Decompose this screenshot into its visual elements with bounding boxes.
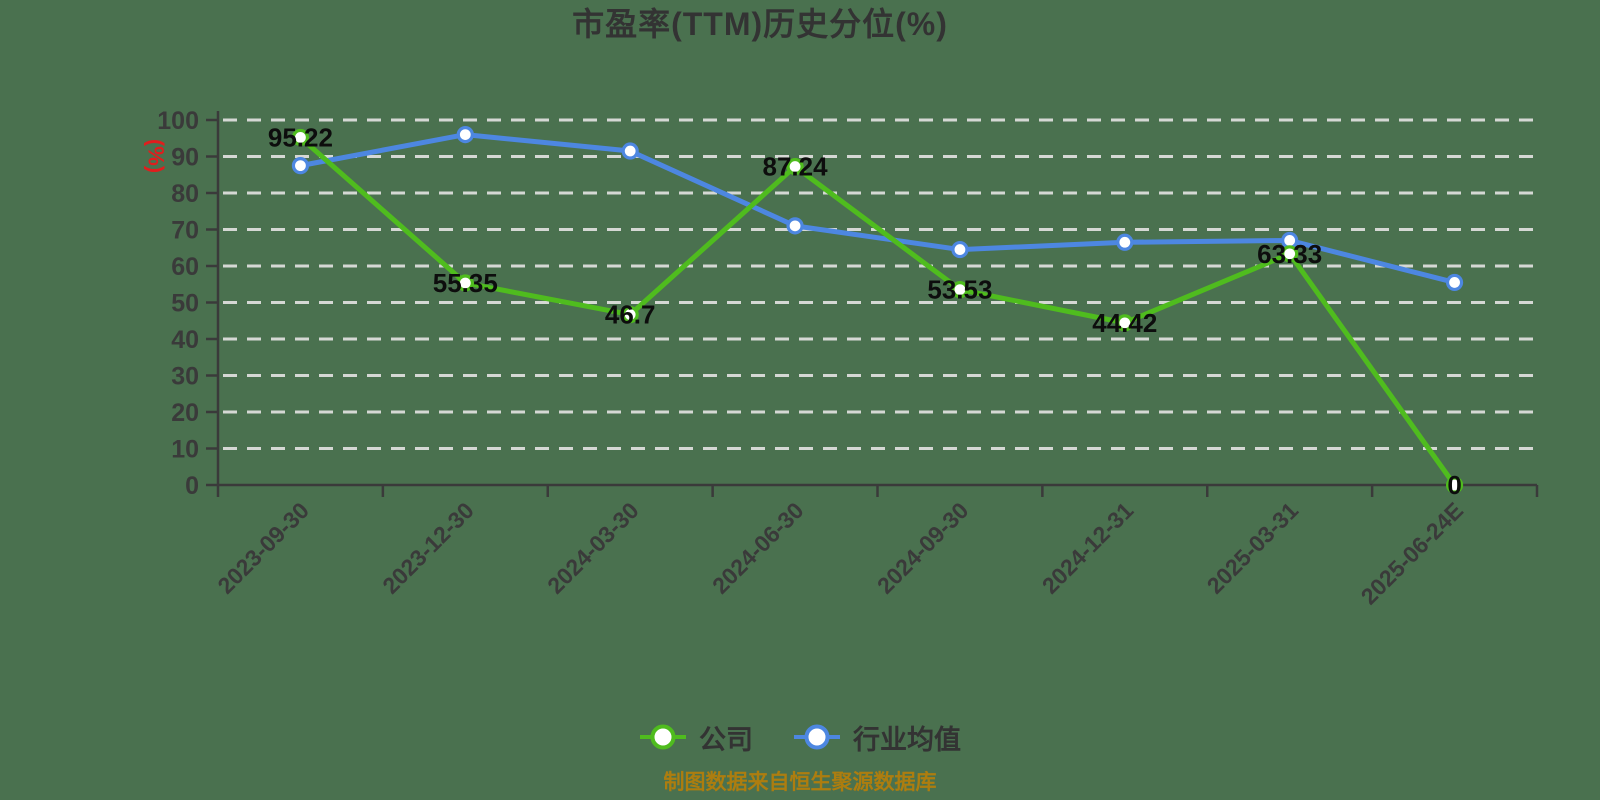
legend: 公司 行业均值 (0, 714, 1600, 760)
company-data-point-marker[interactable] (456, 274, 474, 292)
x-axis-tick-label: 2024-06-30 (707, 497, 809, 599)
plot-area[interactable]: 0 10 20 30 40 50 60 70 80 90 100 2023-09-30 2023-12-… (0, 0, 1600, 710)
y-axis-tick-label: 100 (157, 107, 199, 135)
industry-data-point-marker[interactable] (621, 142, 639, 160)
x-axis-tick-label: 2025-06-24E (1356, 497, 1468, 609)
industry-line-marker-icon (794, 724, 840, 750)
industry-data-point-marker[interactable] (291, 157, 310, 175)
data-point-label: 87.24 (763, 152, 829, 182)
industry-data-point-marker[interactable] (456, 126, 474, 144)
y-axis-tick-label: 30 (171, 363, 199, 391)
industry-data-point-marker[interactable] (1445, 273, 1464, 292)
company-data-point-marker[interactable] (291, 128, 310, 147)
y-axis-tick-label: 60 (171, 253, 199, 281)
data-point-label: 53.53 (927, 275, 992, 305)
y-axis-unit-label: (%) (144, 139, 169, 173)
x-axis-tick-label: 2023-09-30 (212, 497, 314, 599)
y-axis-tick-label: 80 (171, 180, 199, 208)
data-point-label: 63.33 (1257, 239, 1322, 269)
data-point-label: 46.7 (605, 300, 656, 330)
x-axis-tick-label: 2024-09-30 (872, 497, 974, 599)
data-point-label: 0 (1447, 470, 1461, 500)
data-source-note: 制图数据来自恒生聚源数据库 (663, 771, 937, 794)
company-data-point-marker[interactable] (1445, 476, 1464, 494)
company-data-point-marker[interactable] (621, 305, 639, 324)
y-axis-tick-label: 20 (171, 399, 199, 427)
company-data-point-marker[interactable] (786, 157, 804, 176)
industry-series-line (297, 132, 1458, 285)
y-axis-tick-label: 50 (171, 290, 199, 318)
y-axis-tick-label: 40 (171, 326, 199, 354)
company-data-point-marker[interactable] (951, 281, 969, 299)
x-axis-tick-label: 2025-03-31 (1202, 497, 1304, 599)
company-series-line (297, 134, 1458, 488)
data-point-label: 44.42 (1092, 308, 1157, 338)
industry-data-point-marker[interactable] (1116, 233, 1134, 251)
company-line-marker-icon (640, 724, 686, 750)
industry-data-point-marker[interactable] (951, 240, 969, 259)
company-data-point-marker[interactable] (1116, 314, 1134, 332)
chart-title: 市盈率(TTM)历史分位(%) (572, 6, 948, 42)
legend-label-industry: 行业均值 (853, 724, 961, 755)
y-axis-tick-label: 0 (185, 472, 199, 500)
legend-item-industry[interactable]: 行业均值 (793, 718, 961, 757)
x-axis-tick-label: 2024-03-30 (542, 497, 644, 599)
company-data-point-marker[interactable] (1281, 245, 1299, 263)
data-point-label: 95.22 (268, 122, 333, 152)
industry-data-point-marker[interactable] (786, 217, 804, 235)
y-axis-tick-label: 70 (171, 217, 199, 245)
legend-item-company[interactable]: 公司 (639, 718, 753, 757)
legend-label-company: 公司 (699, 724, 753, 755)
data-point-label: 55.35 (433, 268, 498, 298)
x-axis-tick-label: 2024-12-31 (1037, 497, 1139, 599)
y-axis-tick-label: 90 (171, 144, 199, 172)
x-axis-tick-label: 2023-12-30 (377, 497, 479, 599)
y-axis-tick-label: 10 (171, 436, 199, 464)
